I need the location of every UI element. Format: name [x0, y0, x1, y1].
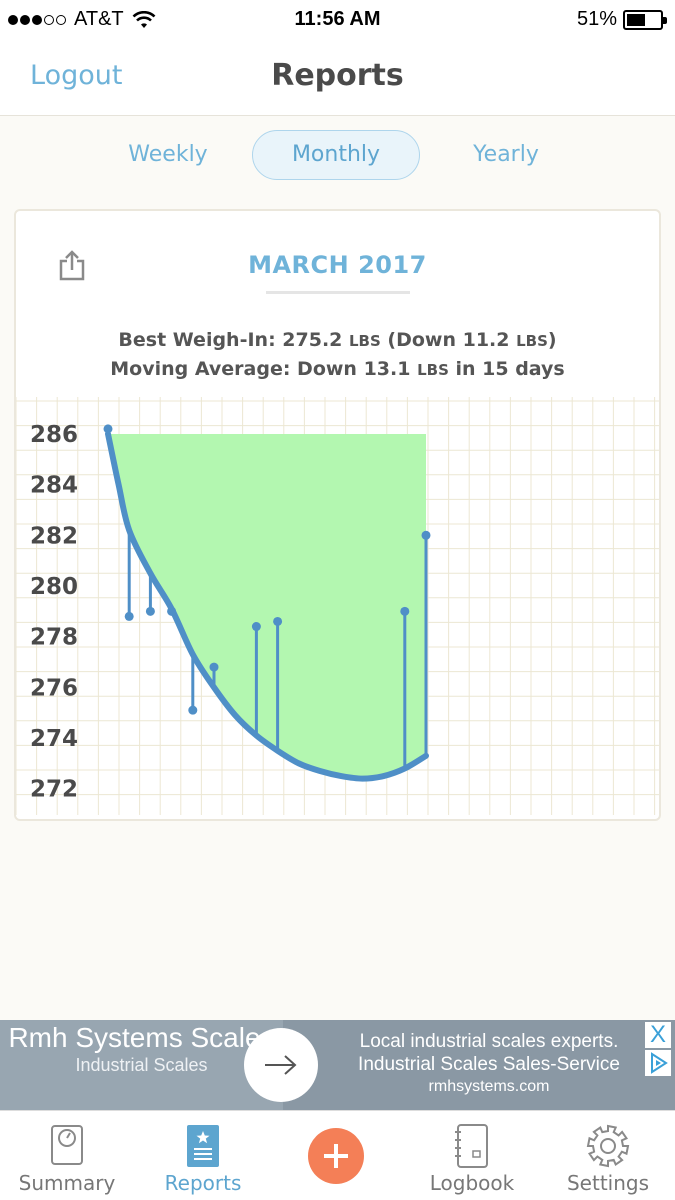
tab-summary[interactable]: Summary — [2, 1111, 132, 1200]
carrier-label: AT&T — [74, 8, 124, 30]
scale-icon — [2, 1123, 132, 1171]
ad-advertiser-name: Rmh Systems Scales — [8, 1022, 275, 1053]
y-tick-label: 272 — [30, 777, 78, 803]
tab-reports-label: Reports — [164, 1171, 242, 1195]
y-tick-label: 276 — [30, 675, 78, 701]
tab-logbook[interactable]: Logbook — [407, 1111, 537, 1200]
unit-label: LBS — [516, 332, 548, 350]
weigh-in-point — [251, 622, 261, 632]
y-tick-label: 274 — [30, 726, 78, 752]
best-weigh-in-change: (Down 11.2 — [380, 329, 517, 351]
tab-summary-label: Summary — [18, 1171, 116, 1195]
weigh-in-point — [273, 616, 283, 626]
arrow-right-icon — [265, 1055, 297, 1075]
page-title: Reports — [271, 58, 404, 93]
closing-paren: ) — [547, 329, 557, 351]
unit-label: LBS — [417, 361, 449, 379]
ad-left-panel: Rmh Systems Scales Industrial Scales — [0, 1020, 283, 1110]
tab-settings[interactable]: Settings — [543, 1111, 673, 1200]
y-tick-label: 284 — [30, 473, 78, 499]
tab-reports[interactable]: Reports — [138, 1111, 268, 1200]
weigh-in-point — [145, 606, 155, 616]
unit-label: LBS — [349, 332, 381, 350]
ad-close-button[interactable]: X — [645, 1022, 671, 1048]
tab-weekly[interactable]: Weekly — [128, 142, 208, 167]
best-weigh-in: Best Weigh-In: 275.2 LBS (Down 11.2 LBS) — [16, 329, 659, 351]
y-tick-label: 286 — [30, 422, 78, 448]
moving-average: Moving Average: Down 13.1 LBS in 15 days — [16, 358, 659, 380]
logout-button[interactable]: Logout — [30, 60, 123, 91]
ad-category: Industrial Scales — [75, 1055, 208, 1075]
period-selector: Weekly Monthly Yearly — [0, 130, 675, 180]
ad-choices-icon[interactable] — [645, 1050, 671, 1076]
ad-banner[interactable]: Rmh Systems Scales Industrial Scales Loc… — [0, 1020, 675, 1110]
plus-icon — [324, 1144, 348, 1168]
moving-average-line — [105, 430, 429, 782]
report-card: MARCH 2017 Best Weigh-In: 275.2 LBS (Dow… — [14, 209, 661, 821]
share-icon — [59, 250, 85, 281]
weigh-in-point — [103, 424, 113, 434]
weigh-in-point — [421, 530, 431, 540]
tab-bar: Summary Reports Logbook Sett — [0, 1110, 675, 1200]
status-bar: AT&T 11:56 AM 51% — [0, 0, 675, 38]
ad-copy: Local industrial scales experts. Industr… — [330, 1030, 648, 1098]
tab-logbook-label: Logbook — [429, 1171, 515, 1195]
weigh-in-point — [188, 705, 198, 715]
weigh-in-point — [124, 611, 134, 621]
best-weigh-in-text: Best Weigh-In: 275.2 — [118, 329, 349, 351]
report-icon — [138, 1123, 268, 1171]
status-left: AT&T — [8, 8, 156, 31]
add-entry-button[interactable] — [308, 1128, 364, 1184]
wifi-icon — [132, 10, 156, 28]
moving-average-text: Moving Average: Down 13.1 — [110, 358, 418, 380]
ad-url: rmhsystems.com — [428, 1078, 550, 1095]
y-tick-label: 278 — [30, 625, 78, 651]
weight-loss-area — [108, 433, 426, 779]
battery-icon — [623, 9, 667, 30]
tab-monthly[interactable]: Monthly — [252, 130, 420, 180]
tab-settings-label: Settings — [566, 1171, 650, 1195]
ad-line-2: Industrial Scales Sales-Service — [358, 1054, 620, 1075]
weigh-in-point — [167, 606, 177, 616]
status-right: 51% — [576, 8, 667, 31]
gear-icon — [543, 1123, 673, 1171]
report-period-title: MARCH 2017 — [248, 251, 427, 279]
period-title-underline — [266, 291, 410, 294]
logbook-icon — [407, 1123, 537, 1171]
y-tick-label: 282 — [30, 523, 78, 549]
battery-percent: 51% — [576, 8, 617, 30]
navigation-bar: Logout Reports — [0, 38, 675, 116]
signal-strength-icon — [8, 14, 66, 25]
ad-choices-triangle-icon — [651, 1052, 668, 1074]
status-time: 11:56 AM — [294, 8, 381, 30]
ad-line-1: Local industrial scales experts. — [359, 1031, 619, 1052]
tab-yearly[interactable]: Yearly — [473, 142, 539, 167]
weight-chart: 286 284 282 280 278 276 274 272 — [16, 397, 659, 815]
moving-average-period: in 15 days — [448, 358, 565, 380]
share-button[interactable] — [58, 249, 86, 285]
weigh-in-point — [400, 606, 410, 616]
weigh-in-point — [209, 662, 219, 672]
ad-arrow-button[interactable] — [244, 1028, 318, 1102]
y-tick-label: 280 — [30, 574, 78, 600]
